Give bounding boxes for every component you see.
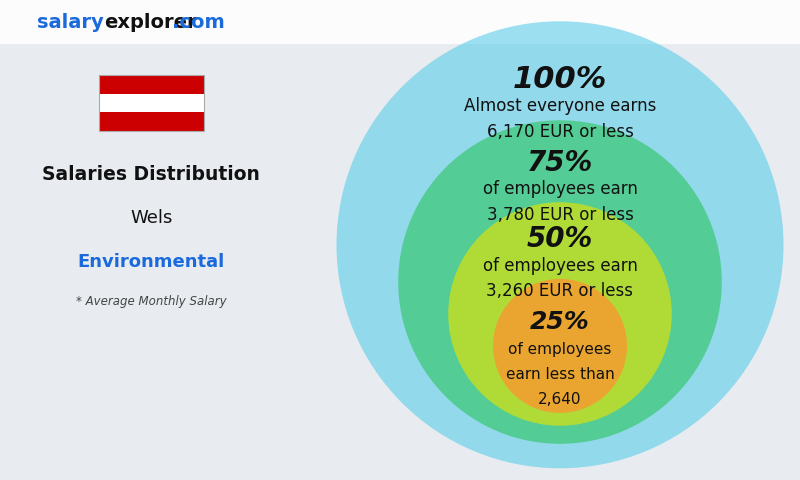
Bar	[98, 112, 204, 132]
Circle shape	[448, 202, 672, 426]
Bar	[98, 75, 204, 94]
Text: Almost everyone earns: Almost everyone earns	[464, 97, 656, 115]
Text: .com: .com	[172, 12, 225, 32]
Bar	[98, 94, 204, 112]
Text: explorer: explorer	[104, 12, 197, 32]
Text: earn less than: earn less than	[506, 367, 614, 382]
Text: 75%: 75%	[527, 149, 593, 177]
Text: Environmental: Environmental	[78, 253, 225, 271]
Bar	[98, 75, 204, 132]
Text: 6,170 EUR or less: 6,170 EUR or less	[486, 123, 634, 141]
Text: 3,260 EUR or less: 3,260 EUR or less	[486, 282, 634, 300]
Text: of employees earn: of employees earn	[482, 180, 638, 198]
Text: Wels: Wels	[130, 209, 173, 228]
Text: of employees: of employees	[508, 342, 612, 357]
Text: salary: salary	[38, 12, 104, 32]
Text: 2,640: 2,640	[538, 392, 582, 407]
Text: * Average Monthly Salary: * Average Monthly Salary	[76, 295, 226, 308]
Text: Salaries Distribution: Salaries Distribution	[42, 166, 260, 184]
Text: 25%: 25%	[530, 310, 590, 334]
Text: 3,780 EUR or less: 3,780 EUR or less	[486, 206, 634, 224]
Circle shape	[337, 21, 783, 468]
Text: 100%: 100%	[513, 65, 607, 94]
Circle shape	[398, 120, 722, 444]
Circle shape	[493, 279, 627, 413]
Text: of employees earn: of employees earn	[482, 257, 638, 275]
Text: 50%: 50%	[527, 225, 593, 253]
